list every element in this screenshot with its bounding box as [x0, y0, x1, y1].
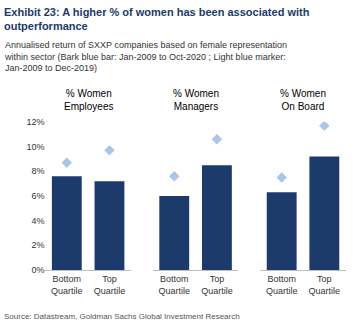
svg-text:4%: 4% — [31, 216, 44, 226]
svg-text:12%: 12% — [26, 117, 44, 127]
svg-text:10%: 10% — [26, 142, 44, 152]
svg-text:TopQuartile: TopQuartile — [309, 274, 341, 296]
svg-text:TopQuartile: TopQuartile — [94, 274, 126, 296]
svg-text:% WomenOn Board: % WomenOn Board — [280, 88, 326, 112]
svg-text:TopQuartile: TopQuartile — [201, 274, 233, 296]
svg-text:Exhibit 23: A higher % of wome: Exhibit 23: A higher % of women has been… — [4, 6, 310, 32]
svg-text:BottomQuartile: BottomQuartile — [266, 274, 298, 296]
svg-text:Annualised return of SXXP comp: Annualised return of SXXP companies base… — [4, 40, 287, 73]
svg-text:8%: 8% — [31, 166, 44, 176]
svg-text:% WomenManagers: % WomenManagers — [173, 88, 219, 112]
svg-text:% WomenEmployees: % WomenEmployees — [64, 88, 113, 112]
svg-text:0%: 0% — [31, 265, 44, 275]
svg-text:2%: 2% — [31, 240, 44, 250]
svg-text:Source: Datastream, Goldman Sa: Source: Datastream, Goldman Sachs Global… — [4, 312, 240, 321]
svg-text:BottomQuartile: BottomQuartile — [158, 274, 190, 296]
svg-text:6%: 6% — [31, 191, 44, 201]
svg-text:BottomQuartile: BottomQuartile — [51, 274, 83, 296]
